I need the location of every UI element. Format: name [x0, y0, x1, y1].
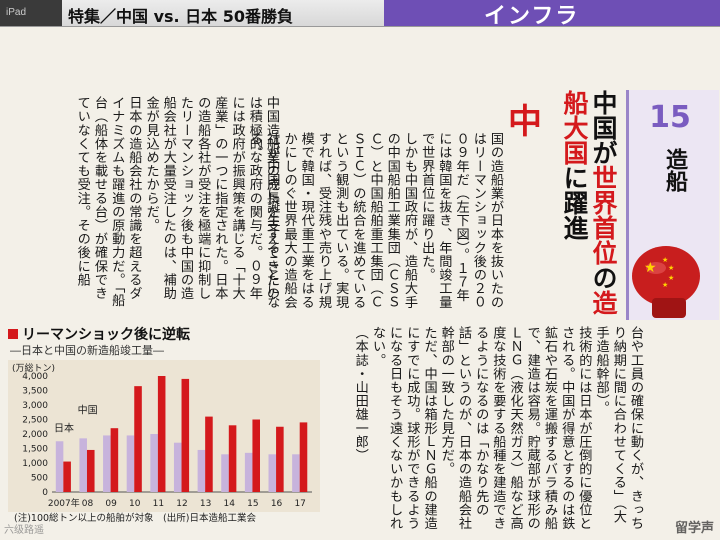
- y-tick-label: 1,500: [22, 445, 48, 455]
- article-number: 15: [649, 100, 691, 135]
- bar-china: [205, 416, 213, 492]
- x-tick-label: 11: [153, 499, 164, 509]
- bar-china: [276, 426, 284, 492]
- sector-label: 造船: [662, 148, 687, 192]
- paragraph: 日本の造船会社の常識を超えるダイナミズムも躍進の原動力だ。「船台（船体を載せる台…: [74, 96, 142, 307]
- chart-title: リーマンショック後に逆転: [8, 324, 190, 344]
- category-tab-label: インフラ: [484, 4, 580, 29]
- headline-part: に躍進: [560, 165, 589, 240]
- spacer: [282, 96, 504, 130]
- headline-part: 中国が: [589, 90, 618, 165]
- article-column-top: 国の造船業が日本を抜いたのはリーマンショック後の２００９年だ（左下図）。１７年に…: [247, 132, 504, 310]
- paragraph: 技術的には日本が圧倒的に優位とされる。中国が得意とするのは鉄鉱石や石炭を運搬する…: [438, 326, 592, 530]
- x-tick-label: 08: [82, 499, 94, 509]
- headline-highlight: 造船大国: [560, 90, 618, 315]
- bar-japan: [221, 454, 229, 492]
- x-tick-label: 17: [294, 499, 305, 509]
- section-title: 特集／中国 vs. 日本 50番勝負: [68, 7, 294, 26]
- bar-china: [157, 376, 166, 492]
- headline-highlight: 世界首位: [589, 165, 618, 265]
- y-tick-label: 3,000: [22, 401, 48, 411]
- x-tick-label: 16: [271, 499, 283, 509]
- y-tick-label: 2,000: [22, 430, 48, 440]
- paragraph: 中国造船業の成長を支えてきたのは積極的な政府の関与だ。０９年には政府が振興策を講…: [143, 96, 279, 300]
- chart-subtitle: ―日本と中国の新造船竣工量―: [10, 344, 164, 357]
- paragraph: しかも中国政府が、造船大手の中国船舶工業集団（ＣＳＳＣ）と中国船舶重工集団（ＣＳ…: [247, 132, 417, 309]
- x-tick-label: 2007年: [48, 497, 80, 509]
- title-marker-icon: [8, 329, 18, 339]
- bar-japan: [292, 454, 300, 492]
- status-area: iPad: [0, 0, 62, 26]
- bar-chart: (万総トン) 0 500 1,000 1,500 2,000 2,500 3,000 3,500…: [12, 362, 312, 509]
- bar-japan: [268, 454, 277, 492]
- device-label: iPad: [6, 7, 27, 18]
- headline-part: の: [589, 265, 618, 290]
- bar-china: [110, 428, 119, 492]
- svg-text:★: ★: [662, 281, 668, 289]
- paragraph: 台や工員の確保に動くが、きっちり納期に間に合わせてくる」（大手造船幹部）。: [593, 326, 643, 530]
- bar-china: [252, 419, 260, 492]
- y-tick-label: 4,000: [22, 372, 48, 382]
- watermark-left: 六级路遥: [4, 525, 44, 536]
- y-tick-label: 500: [31, 474, 48, 484]
- bar-china: [86, 449, 95, 492]
- chart-title-text: リーマンショック後に逆転: [22, 327, 190, 343]
- svg-text:★: ★: [662, 256, 668, 264]
- svg-text:★: ★: [644, 260, 657, 276]
- byline: （本誌・山田雄一郎）: [352, 326, 368, 462]
- svg-text:★: ★: [668, 274, 674, 282]
- chart-note: (注)100総トン以上の船舶が対象 (出所)日本造船工業会: [14, 513, 256, 524]
- bar-japan: [79, 438, 87, 492]
- bar-china: [228, 425, 237, 492]
- y-tick-label: 1,000: [22, 459, 48, 469]
- bar-japan: [55, 441, 64, 492]
- bar-japan: [150, 434, 158, 492]
- x-tick-label: 09: [105, 499, 117, 509]
- bar-china: [181, 378, 190, 492]
- article-column-bottom: 台や工員の確保に動くが、きっちり納期に間に合わせてくる」（大手造船幹部）。 技術…: [346, 326, 644, 530]
- paragraph: 国の造船業が日本を抜いたのはリーマンショック後の２００９年だ（左下図）。１７年に…: [419, 132, 503, 309]
- bar-japan: [173, 442, 182, 492]
- x-tick-label: 13: [200, 499, 211, 509]
- x-tick-label: 10: [129, 499, 141, 509]
- bar-japan: [244, 452, 253, 492]
- category-tab[interactable]: インフラ: [384, 0, 720, 29]
- drop-cap: 中: [508, 102, 542, 142]
- y-axis-unit: (万総トン): [12, 362, 55, 374]
- bar-china: [134, 386, 142, 492]
- x-tick-label: 15: [247, 499, 258, 509]
- bar-japan: [103, 435, 111, 492]
- svg-text:★: ★: [668, 264, 674, 272]
- y-tick-label: 2,500: [22, 416, 48, 426]
- bar-china: [63, 461, 71, 492]
- chart-area: (万総トン) 0 500 1,000 1,500 2,000 2,500 3,000 3,500…: [8, 360, 320, 512]
- headline: 中国が世界首位の造船大国に躍進: [556, 90, 618, 320]
- watermark: 留学声: [674, 521, 714, 536]
- bar-japan: [126, 435, 135, 492]
- y-tick-label: 0: [42, 488, 48, 498]
- paragraph: ただ、中国は箱形ＬＮＧ船の建造にすでに成功。球形ができるようになる日もそう遠くな…: [369, 326, 437, 530]
- y-tick-label: 3,500: [22, 387, 48, 397]
- x-tick-label: 12: [176, 499, 187, 509]
- article-column-top-left: 中国造船業の成長を支えてきたのは積極的な政府の関与だ。０９年には政府が振興策を講…: [6, 96, 280, 310]
- series-label-china: 中国: [78, 404, 98, 417]
- x-tick-label: 14: [224, 499, 236, 509]
- boxing-glove-icon: ★ ★ ★ ★ ★: [632, 246, 700, 318]
- series-label-japan: 日本: [54, 421, 74, 434]
- bar-japan: [197, 449, 206, 492]
- bar-china: [299, 422, 308, 492]
